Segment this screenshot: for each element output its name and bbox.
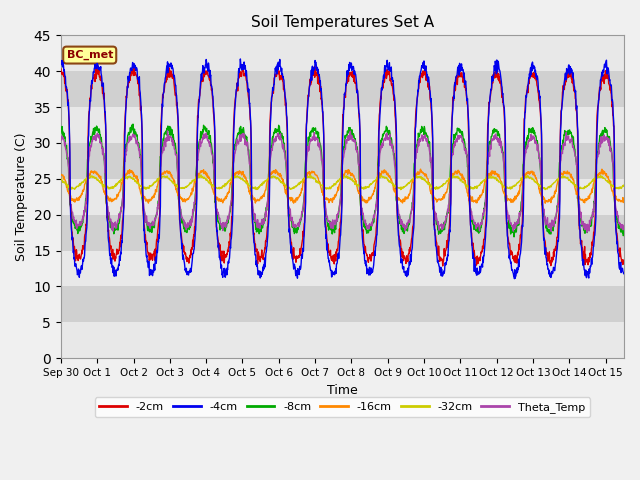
- Bar: [61, 143, 624, 179]
- Bar: [61, 71, 624, 107]
- Theta_Temp: [57, 135, 65, 141]
- Theta_Temp: [296, 216, 304, 222]
- -32cm: [397, 187, 404, 192]
- -8cm: [308, 129, 316, 134]
- -8cm: [620, 230, 628, 236]
- Theta_Temp: [583, 229, 591, 235]
- -32cm: [620, 182, 628, 188]
- -32cm: [100, 183, 108, 189]
- -8cm: [378, 137, 385, 143]
- Bar: [61, 215, 624, 251]
- -8cm: [296, 219, 304, 225]
- Line: -8cm: -8cm: [61, 124, 624, 237]
- -2cm: [439, 263, 447, 269]
- -16cm: [296, 192, 303, 197]
- Line: Theta_Temp: Theta_Temp: [61, 131, 624, 232]
- Bar: [61, 287, 624, 323]
- -2cm: [57, 66, 65, 72]
- -16cm: [417, 166, 424, 172]
- -32cm: [57, 176, 65, 181]
- -32cm: [308, 175, 316, 180]
- Theta_Temp: [620, 227, 628, 232]
- -4cm: [237, 56, 244, 62]
- Legend: -2cm, -4cm, -8cm, -16cm, -32cm, Theta_Temp: -2cm, -4cm, -8cm, -16cm, -32cm, Theta_Te…: [95, 397, 590, 417]
- -4cm: [378, 85, 385, 91]
- -16cm: [378, 172, 385, 178]
- -16cm: [620, 196, 628, 202]
- -16cm: [57, 172, 65, 178]
- -8cm: [129, 121, 137, 127]
- -4cm: [100, 100, 108, 106]
- -2cm: [318, 101, 326, 107]
- X-axis label: Time: Time: [327, 384, 358, 396]
- -32cm: [296, 180, 304, 185]
- -2cm: [620, 259, 628, 264]
- Y-axis label: Soil Temperature (C): Soil Temperature (C): [15, 132, 28, 261]
- Theta_Temp: [100, 157, 108, 163]
- Theta_Temp: [164, 128, 172, 134]
- -4cm: [57, 60, 65, 65]
- -8cm: [57, 131, 65, 136]
- Bar: [61, 251, 624, 287]
- -8cm: [124, 137, 131, 143]
- -16cm: [317, 187, 325, 192]
- -4cm: [511, 276, 518, 282]
- Bar: [61, 323, 624, 358]
- -32cm: [378, 173, 385, 179]
- -2cm: [296, 246, 304, 252]
- Bar: [61, 179, 624, 215]
- Line: -2cm: -2cm: [61, 66, 624, 266]
- Theta_Temp: [378, 145, 385, 151]
- Line: -32cm: -32cm: [61, 175, 624, 190]
- -16cm: [541, 200, 549, 206]
- Bar: [61, 36, 624, 71]
- Bar: [61, 107, 624, 143]
- -16cm: [307, 169, 315, 175]
- -32cm: [318, 182, 326, 188]
- -4cm: [124, 84, 131, 89]
- -4cm: [308, 77, 316, 83]
- Line: -4cm: -4cm: [61, 59, 624, 279]
- -2cm: [378, 86, 385, 92]
- -4cm: [318, 96, 326, 102]
- -2cm: [308, 75, 316, 81]
- -16cm: [100, 189, 108, 194]
- -2cm: [124, 83, 132, 88]
- -4cm: [296, 264, 304, 270]
- -2cm: [93, 63, 101, 69]
- -2cm: [101, 111, 109, 117]
- Theta_Temp: [124, 141, 131, 146]
- -8cm: [510, 234, 518, 240]
- Theta_Temp: [318, 157, 326, 163]
- -8cm: [100, 159, 108, 165]
- Title: Soil Temperatures Set A: Soil Temperatures Set A: [251, 15, 434, 30]
- -32cm: [196, 172, 204, 178]
- -16cm: [124, 171, 131, 177]
- Line: -16cm: -16cm: [61, 169, 624, 203]
- -32cm: [124, 176, 131, 181]
- Text: BC_met: BC_met: [67, 50, 113, 60]
- -8cm: [318, 156, 326, 161]
- -4cm: [620, 271, 628, 276]
- Theta_Temp: [308, 137, 316, 143]
